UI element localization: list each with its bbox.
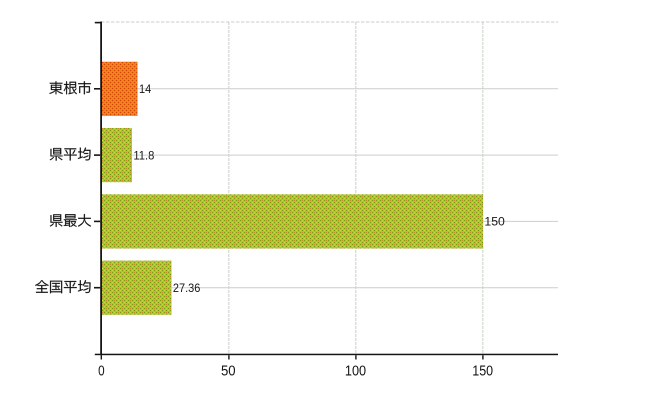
svg-text:150: 150 bbox=[472, 363, 493, 380]
svg-text:50: 50 bbox=[221, 363, 236, 380]
svg-text:14: 14 bbox=[139, 84, 152, 96]
svg-text:0: 0 bbox=[98, 363, 105, 380]
svg-text:100: 100 bbox=[345, 363, 366, 380]
svg-text:27.36: 27.36 bbox=[173, 283, 200, 295]
svg-text:150: 150 bbox=[484, 217, 504, 229]
svg-text:11.8: 11.8 bbox=[133, 150, 154, 162]
